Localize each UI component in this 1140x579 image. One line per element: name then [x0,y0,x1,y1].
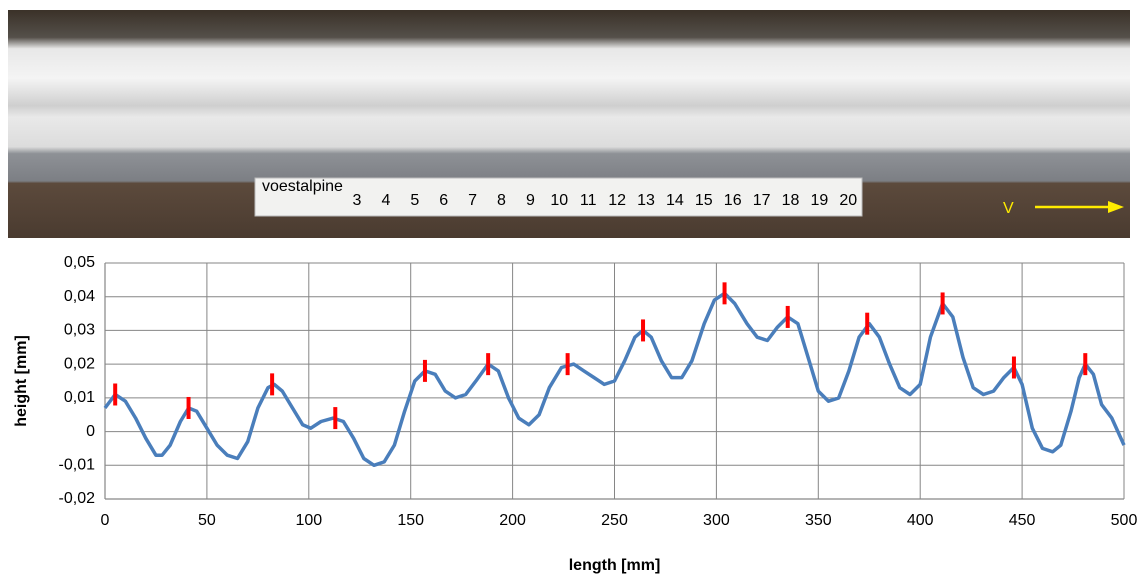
ruler-label: 6 [439,192,448,209]
ruler-label: 18 [782,192,800,209]
ruler-label: 17 [753,192,771,209]
x-tick-label: 450 [1009,512,1036,529]
y-tick-label: 0,01 [64,389,95,406]
ruler-label: 12 [608,192,626,209]
ruler-label: 11 [580,192,597,209]
ruler-label: 14 [666,192,684,209]
brand: voestalpine [262,178,343,195]
x-tick-label: 100 [295,512,322,529]
arrow-head [1108,201,1124,213]
ruler-label: 8 [497,192,506,209]
x-tick-label: 300 [703,512,730,529]
ruler-label: 3 [353,192,362,209]
y-axis-label: height [mm] [13,335,30,427]
x-tick-label: 250 [601,512,628,529]
ruler-label: 15 [695,192,713,209]
x-tick-label: 500 [1111,512,1138,529]
ruler-label: 5 [410,192,419,209]
ruler-label: 9 [526,192,535,209]
y-tick-label: 0,04 [64,288,95,305]
ruler-label: 16 [724,192,742,209]
y-tick-label: -0,01 [59,457,96,474]
ruler-label: 19 [811,192,829,209]
photo: voestalpine V [8,10,1130,238]
profile-line [103,291,1126,468]
ruler-label: 10 [550,192,568,209]
x-tick-label: 50 [198,512,216,529]
x-tick-label: 150 [397,512,424,529]
ruler-label: 13 [637,192,655,209]
x-tick-label: 400 [907,512,934,529]
ruler [254,177,863,217]
ruler-label: 20 [839,192,857,209]
direction-label: V [1003,200,1014,217]
x-tick-label: 350 [805,512,832,529]
ruler-label: 7 [468,192,477,209]
y-tick-label: 0,03 [64,322,95,339]
x-tick-label: 0 [101,512,110,529]
y-tick-label: 0,02 [64,355,95,372]
y-tick-label: -0,02 [59,490,96,507]
y-tick-label: 0 [86,423,95,440]
ruler-label: 4 [381,192,390,209]
y-tick-label: 0,05 [64,254,95,271]
x-tick-label: 200 [499,512,526,529]
x-axis-label: length [mm] [569,557,661,574]
